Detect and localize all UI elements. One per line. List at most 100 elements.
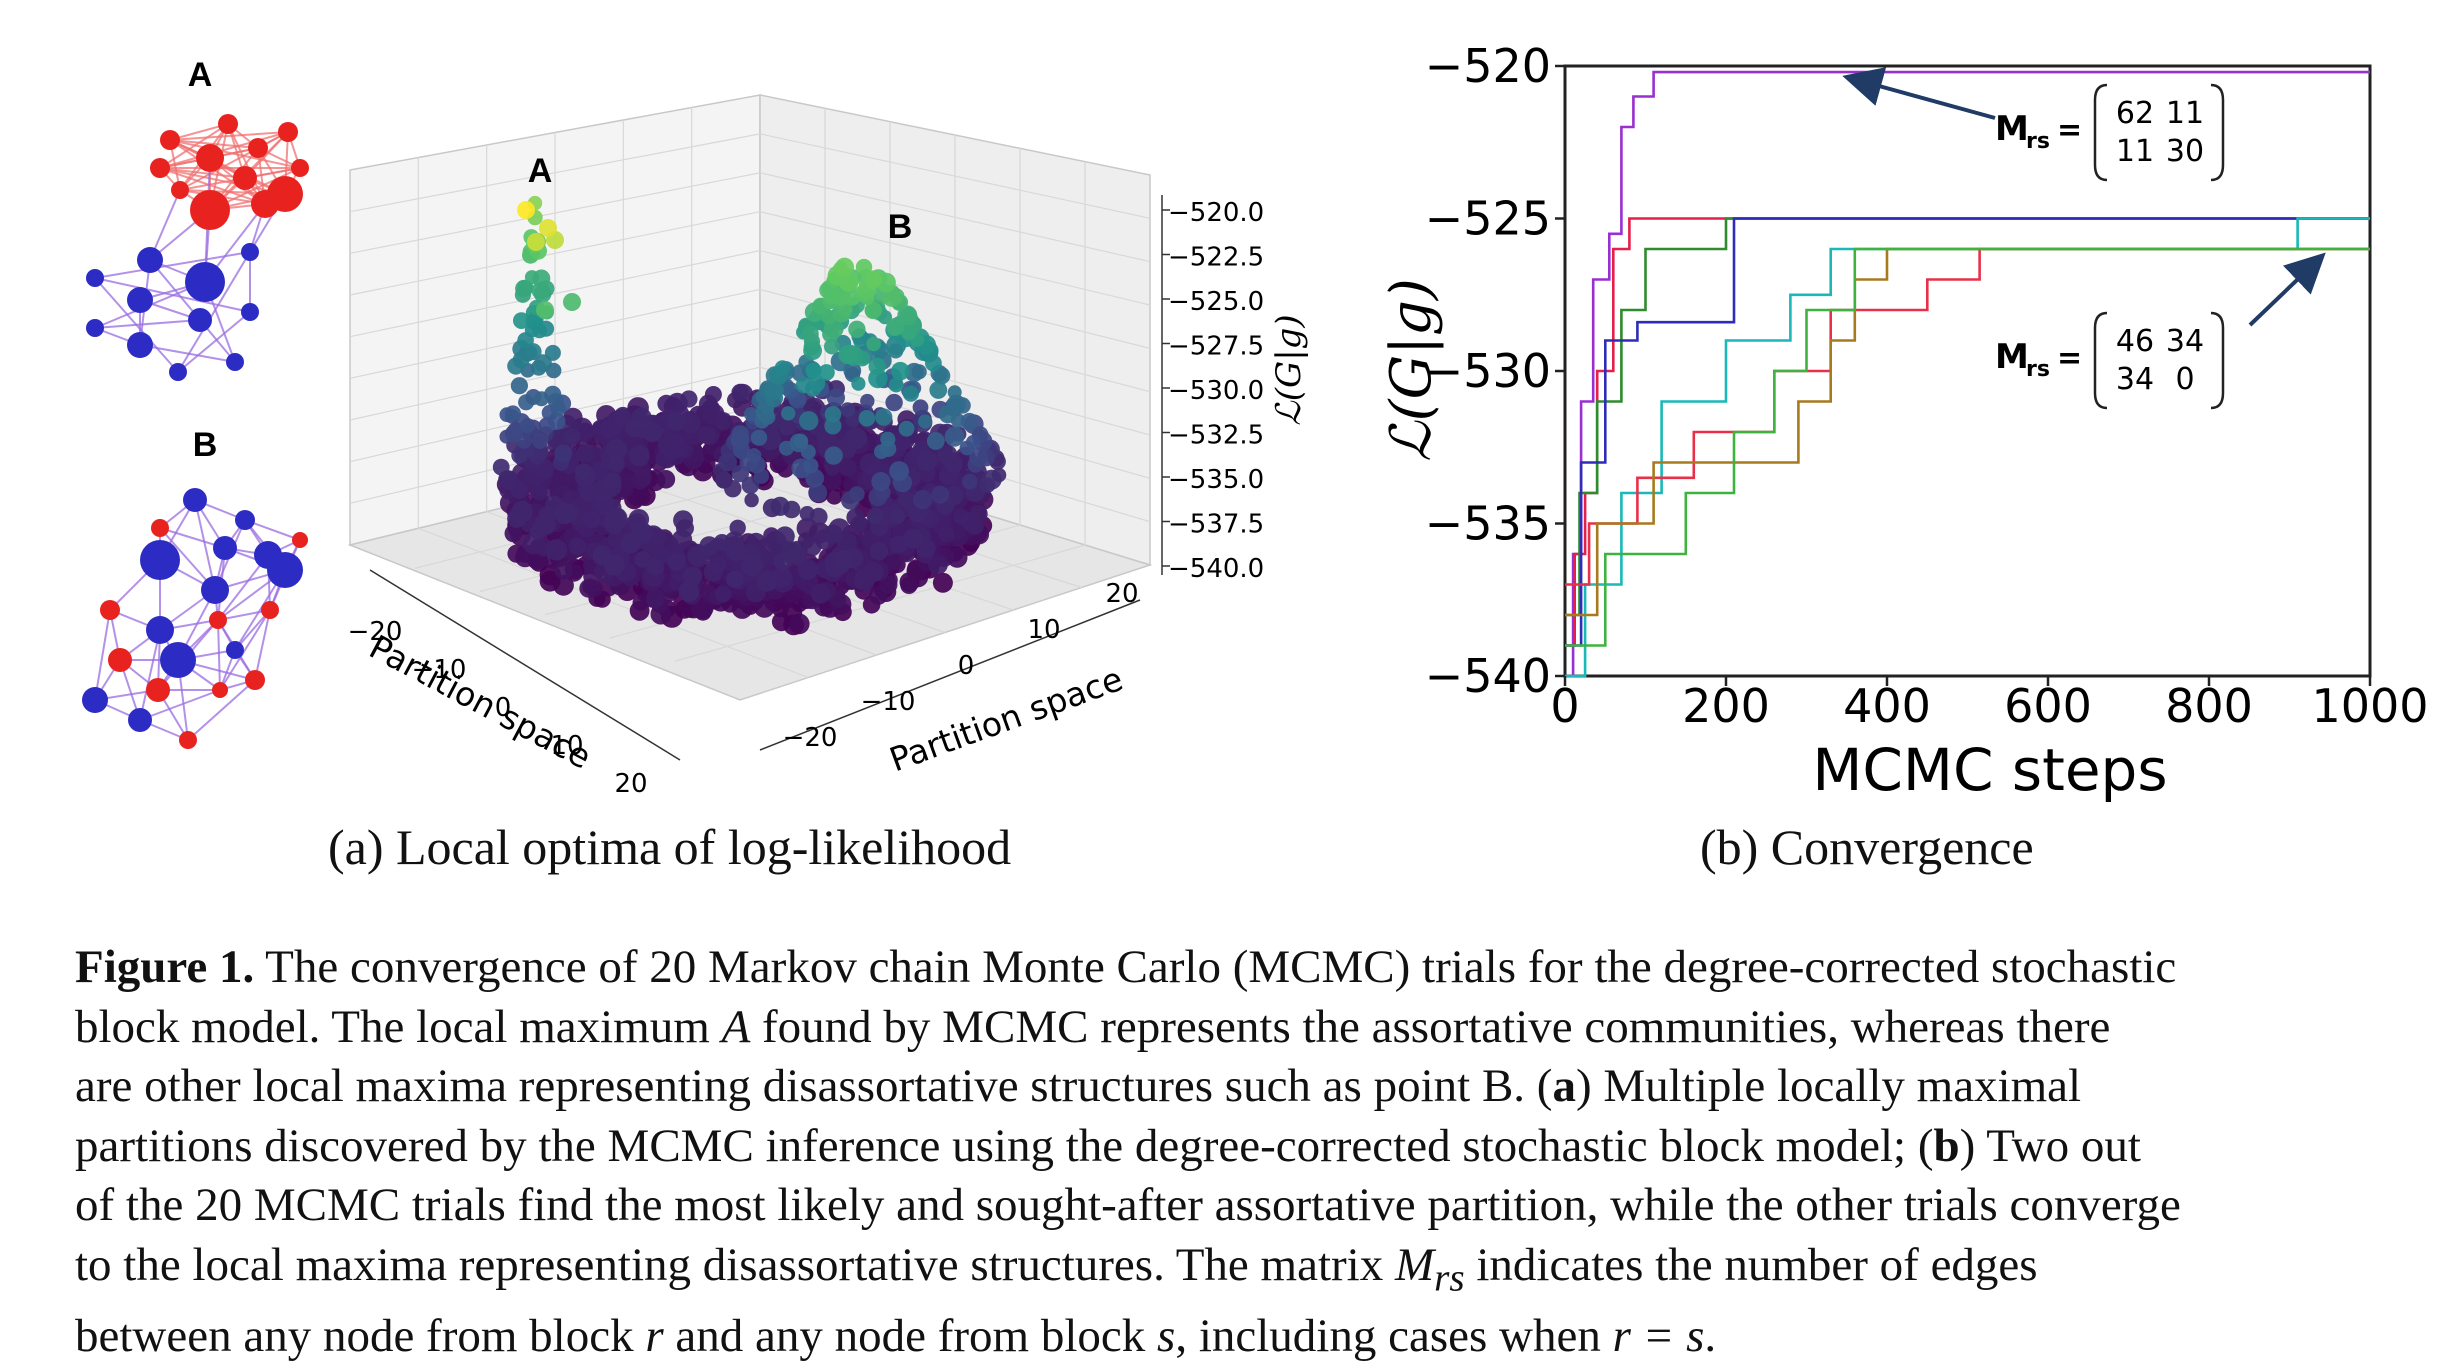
graph-edge xyxy=(219,609,271,691)
scatter-point xyxy=(900,323,918,341)
x-tick-label: 200 xyxy=(1682,679,1770,733)
series-line-8 xyxy=(1565,247,2370,647)
scatter-point xyxy=(504,405,521,422)
caption-text: , including cases when xyxy=(1175,1310,1613,1363)
y-tick-label: 10 xyxy=(1027,615,1060,645)
scatter-point xyxy=(510,377,528,395)
caption-line-5: of the 20 MCMC trials find the most like… xyxy=(75,1176,2435,1236)
scatter-point xyxy=(849,486,865,502)
network-graph-a xyxy=(86,114,309,381)
scatter-point xyxy=(631,522,654,544)
matrix-cell: 34 xyxy=(2116,362,2154,397)
scatter-point xyxy=(703,562,724,582)
caption-line-1: Figure 1. The convergence of 20 Markov c… xyxy=(75,938,2435,998)
panel-b-chart: −520 −525 −530 −535 −540 0 200 400 600 800 1000 ℒ… xyxy=(1379,39,2429,804)
graph-a-label: A xyxy=(188,56,213,94)
scatter-point xyxy=(808,483,828,503)
graph-node xyxy=(146,616,174,644)
scatter-point xyxy=(628,445,650,467)
scatter-point xyxy=(913,489,933,510)
graph-node xyxy=(82,687,108,713)
z-tick-label: −535.0 xyxy=(1168,465,1264,495)
caption-text: and any node from block xyxy=(663,1310,1158,1363)
graph-node xyxy=(183,488,207,512)
scatter-point xyxy=(928,554,948,575)
scatter-point xyxy=(678,581,700,602)
matrix-cell: 11 xyxy=(2166,96,2204,131)
scatter-point xyxy=(866,336,881,352)
graph-edge xyxy=(254,609,271,681)
scatter-point xyxy=(932,572,953,593)
caption-text: found by MCMC represents the assortative… xyxy=(750,1000,2111,1053)
scatter-point xyxy=(797,559,819,580)
scatter-point xyxy=(891,361,910,381)
caption-line-6: to the local maxima representing disasso… xyxy=(75,1236,2435,1308)
x-tick-label: 800 xyxy=(2165,679,2253,733)
matrix-subscript: rs xyxy=(2026,129,2050,154)
y-tick-label: −520 xyxy=(1425,39,1551,93)
x-tick-label: 400 xyxy=(1843,679,1931,733)
scatter-point xyxy=(524,270,540,285)
scatter-point xyxy=(756,570,778,592)
graph-node xyxy=(179,731,197,749)
y-axis-label: Partition space xyxy=(884,659,1127,779)
scatter-point xyxy=(946,394,966,414)
graph-node xyxy=(127,332,153,358)
annotation-arrow xyxy=(2248,252,2326,327)
z-tick-label: −532.5 xyxy=(1168,421,1264,451)
graph-node xyxy=(261,601,279,619)
x-tick-label: 600 xyxy=(2004,679,2092,733)
scatter-point xyxy=(799,505,815,522)
scatter-point xyxy=(880,431,896,447)
matrix-cell: 62 xyxy=(2116,96,2154,131)
scatter-point xyxy=(554,561,573,580)
graph-node xyxy=(185,262,225,302)
scatter-point xyxy=(529,523,547,540)
caption-italic-r-eq-s: r = s xyxy=(1612,1310,1705,1363)
matrix-cell: 34 xyxy=(2166,324,2204,359)
scatter-point xyxy=(527,233,545,251)
scatter-point xyxy=(805,362,822,379)
y-tick-label: −20 xyxy=(783,723,838,753)
scatter-point xyxy=(886,317,905,336)
scatter-point xyxy=(824,338,840,355)
scatter-point xyxy=(667,552,686,572)
graph-edge xyxy=(159,131,289,169)
scatter-point xyxy=(864,301,882,319)
graph-edge xyxy=(94,609,111,701)
scatter-point xyxy=(533,391,549,407)
z-tick-label: −520.0 xyxy=(1168,198,1264,228)
graph-node xyxy=(241,243,259,261)
graph-edge xyxy=(177,311,251,373)
x-tick-label: 0 xyxy=(495,693,512,723)
graph-edge xyxy=(187,679,256,741)
graph-edge xyxy=(159,167,266,205)
y-tick-label: 20 xyxy=(1105,579,1138,609)
graph-node xyxy=(146,678,170,702)
scatter-points-3d xyxy=(492,195,1007,636)
graph-node xyxy=(235,510,255,530)
annotation-arrow xyxy=(1842,67,1996,120)
graph-node xyxy=(226,641,244,659)
graph-edge xyxy=(139,344,236,363)
scatter-point xyxy=(698,394,718,414)
scatter-point xyxy=(545,539,568,561)
graph-node xyxy=(292,532,308,548)
scatter-point xyxy=(871,472,891,492)
caption-italic-r: r xyxy=(645,1310,664,1363)
graph-node xyxy=(233,166,257,190)
graph-node xyxy=(213,536,237,560)
scatter-point xyxy=(824,417,842,435)
scatter-point xyxy=(554,502,576,525)
x-axis-label: Partition space xyxy=(363,627,597,776)
scatter-point xyxy=(799,411,819,431)
graph-node xyxy=(212,682,228,698)
matrix-bracket-left xyxy=(2093,311,2108,410)
graph-node xyxy=(201,576,229,604)
scatter-point xyxy=(667,412,686,431)
scatter-point xyxy=(579,484,598,502)
scatter-point xyxy=(821,309,837,325)
scatter-point xyxy=(531,432,549,449)
